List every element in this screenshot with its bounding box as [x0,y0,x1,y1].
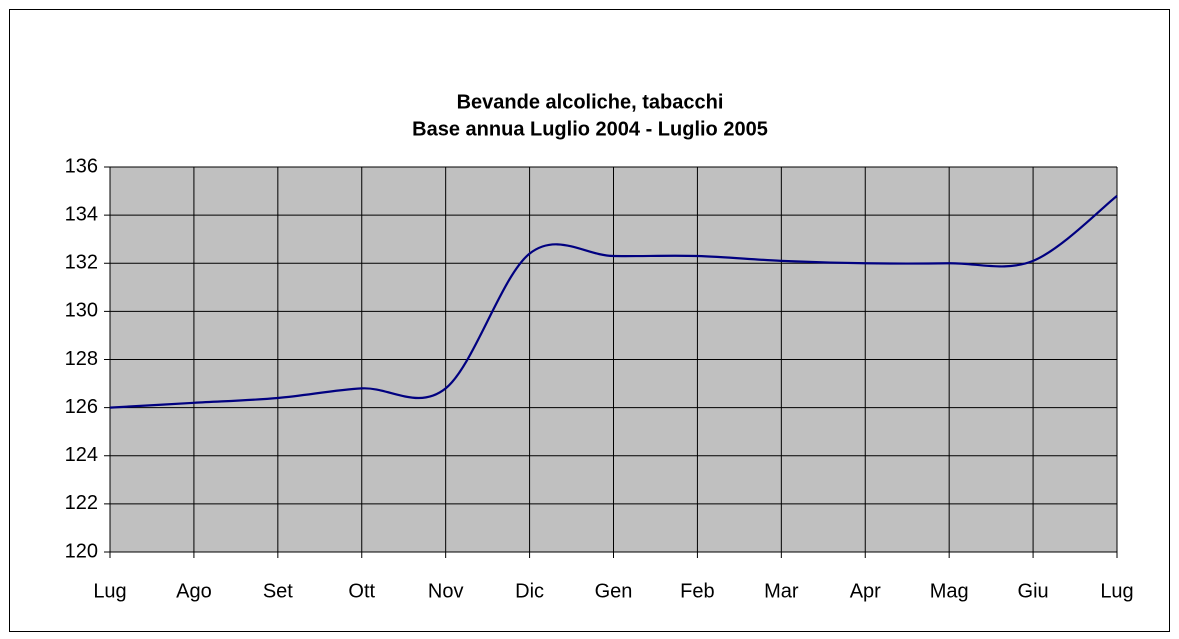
y-tick-label: 126 [65,396,98,418]
x-tick-label: Mag [930,580,969,602]
x-tick-label: Dic [515,580,544,602]
x-tick-label: Giu [1018,580,1049,602]
chart-subtitle: Base annua Luglio 2004 - Luglio 2005 [412,118,768,140]
y-tick-label: 134 [65,203,98,225]
y-tick-label: 130 [65,300,98,322]
y-tick-label: 136 [65,155,98,177]
y-tick-label: 128 [65,348,98,370]
x-tick-label: Gen [595,580,633,602]
x-tick-label: Mar [764,580,799,602]
x-tick-label: Apr [850,580,881,602]
x-tick-label: Nov [428,580,464,602]
y-tick-label: 122 [65,492,98,514]
y-tick-label: 120 [65,540,98,562]
x-tick-label: Set [263,580,293,602]
line-series [109,195,1118,409]
x-tick-label: Ago [176,580,212,602]
x-tick-label: Feb [680,580,714,602]
x-tick-label: Ott [348,580,375,602]
x-tick-label: Lug [93,580,126,602]
x-tick-label: Lug [1100,580,1133,602]
chart-title: Bevande alcoliche, tabacchi [457,91,724,113]
y-tick-label: 132 [65,252,98,274]
y-tick-label: 124 [65,444,98,466]
